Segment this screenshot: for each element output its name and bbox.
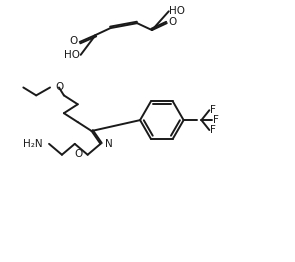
Text: O: O bbox=[74, 149, 83, 159]
Text: N: N bbox=[105, 139, 113, 149]
Text: H₂N: H₂N bbox=[24, 139, 43, 149]
Text: HO: HO bbox=[169, 6, 185, 16]
Text: O: O bbox=[55, 83, 63, 92]
Text: F: F bbox=[210, 105, 216, 115]
Text: O: O bbox=[169, 17, 177, 27]
Text: F: F bbox=[213, 115, 219, 125]
Text: HO: HO bbox=[64, 50, 80, 60]
Text: F: F bbox=[210, 125, 216, 135]
Text: O: O bbox=[70, 36, 78, 46]
